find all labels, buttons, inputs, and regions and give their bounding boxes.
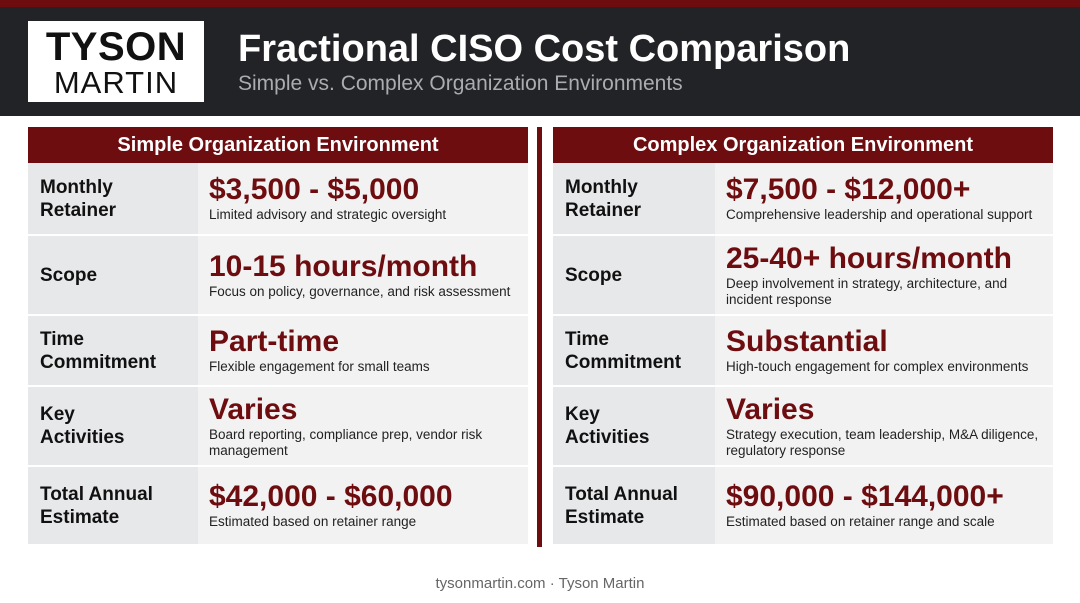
logo-line2: MARTIN	[53, 65, 179, 100]
row-value-cell: $7,500 - $12,000+ Comprehensive leadersh…	[715, 163, 1053, 234]
simple-row-total-annual-estimate: Total Annual Estimate $42,000 - $60,000 …	[28, 467, 528, 546]
row-description: Estimated based on retainer range	[209, 514, 417, 529]
row-value: Part-time	[209, 325, 340, 358]
row-label-cell: Total Annual Estimate	[553, 467, 715, 544]
complex-row-time-commitment: Time Commitment Substantial High-touch e…	[553, 316, 1053, 387]
center-divider	[537, 127, 542, 547]
row-value-cell: Part-time Flexible engagement for small …	[198, 316, 528, 385]
row-value-cell: $42,000 - $60,000 Estimated based on ret…	[198, 467, 528, 544]
row-description: Focus on policy, governance, and risk as…	[209, 283, 511, 299]
complex-row-key-activities: Key Activities Varies Strategy execution…	[553, 387, 1053, 467]
row-label: Time Commitment	[565, 328, 682, 373]
simple-row-key-activities: Key Activities Varies Board reporting, c…	[28, 387, 528, 467]
row-label: Key Activities	[565, 404, 650, 448]
row-description: Strategy execution, team leadership, M&A…	[726, 426, 1039, 458]
row-value: Substantial	[726, 325, 888, 358]
row-label-cell: Scope	[28, 236, 198, 314]
header-bar: TYSON MARTIN Fractional CISO Cost Compar…	[0, 7, 1080, 116]
row-value: 10-15 hours/month	[209, 249, 478, 283]
top-accent-stripe	[0, 0, 1080, 7]
row-value-cell: 10-15 hours/month Focus on policy, gover…	[198, 236, 528, 314]
complex-panel: Complex Organization Environment Monthly…	[553, 127, 1053, 546]
row-label: Total Annual Estimate	[40, 483, 153, 528]
row-value: Varies	[726, 392, 815, 426]
row-label-cell: Total Annual Estimate	[28, 467, 198, 544]
row-description: High-touch engagement for complex enviro…	[726, 359, 1029, 374]
row-label: Total Annual Estimate	[565, 483, 678, 528]
simple-panel-heading: Simple Organization Environment	[28, 127, 528, 163]
complex-row-total-annual-estimate: Total Annual Estimate $90,000 - $144,000…	[553, 467, 1053, 546]
simple-row-monthly-retainer: Monthly Retainer $3,500 - $5,000 Limited…	[28, 163, 528, 236]
row-value: Varies	[209, 392, 298, 426]
row-value-cell: $90,000 - $144,000+ Estimated based on r…	[715, 467, 1053, 544]
logo-line1: TYSON	[45, 25, 187, 69]
logo: TYSON MARTIN	[28, 21, 204, 102]
row-label: Scope	[565, 264, 623, 286]
simple-panel: Simple Organization Environment Monthly …	[28, 127, 528, 546]
row-label: Time Commitment	[40, 328, 157, 373]
simple-row-scope: Scope 10-15 hours/month Focus on policy,…	[28, 236, 528, 316]
page-subtitle: Simple vs. Complex Organization Environm…	[238, 72, 683, 95]
simple-row-time-commitment: Time Commitment Part-time Flexible engag…	[28, 316, 528, 387]
row-value: $7,500 - $12,000+	[726, 173, 971, 206]
row-label: Monthly Retainer	[565, 176, 642, 221]
row-description: Flexible engagement for small teams	[209, 359, 430, 374]
row-label-cell: Scope	[553, 236, 715, 314]
row-value: $3,500 - $5,000	[209, 173, 420, 206]
row-label-cell: Time Commitment	[28, 316, 198, 385]
row-value-cell: 25-40+ hours/month Deep involvement in s…	[715, 236, 1053, 314]
row-description: Board reporting, compliance prep, vendor…	[209, 426, 483, 458]
page-title: Fractional CISO Cost Comparison	[238, 28, 851, 70]
row-label-cell: Monthly Retainer	[28, 163, 198, 234]
complex-panel-heading: Complex Organization Environment	[553, 127, 1053, 163]
row-label-cell: Key Activities	[28, 387, 198, 465]
row-value: 25-40+ hours/month	[726, 241, 1012, 275]
row-value: $90,000 - $144,000+	[726, 480, 1004, 513]
row-description: Limited advisory and strategic oversight	[209, 207, 447, 222]
row-description: Estimated based on retainer range and sc…	[726, 514, 995, 529]
row-label: Monthly Retainer	[40, 176, 117, 221]
row-label-cell: Time Commitment	[553, 316, 715, 385]
row-value-cell: $3,500 - $5,000 Limited advisory and str…	[198, 163, 528, 234]
row-value-cell: Varies Board reporting, compliance prep,…	[198, 387, 528, 465]
complex-row-monthly-retainer: Monthly Retainer $7,500 - $12,000+ Compr…	[553, 163, 1053, 236]
row-label-cell: Key Activities	[553, 387, 715, 465]
row-description: Comprehensive leadership and operational…	[726, 207, 1033, 222]
row-label-cell: Monthly Retainer	[553, 163, 715, 234]
row-label: Key Activities	[40, 404, 125, 448]
row-value: $42,000 - $60,000	[209, 480, 453, 513]
footer-credit: tysonmartin.com · Tyson Martin	[435, 575, 645, 592]
complex-row-scope: Scope 25-40+ hours/month Deep involvemen…	[553, 236, 1053, 316]
row-label: Scope	[40, 264, 98, 286]
row-description: Deep involvement in strategy, architectu…	[726, 275, 1008, 307]
row-value-cell: Substantial High-touch engagement for co…	[715, 316, 1053, 385]
row-value-cell: Varies Strategy execution, team leadersh…	[715, 387, 1053, 465]
